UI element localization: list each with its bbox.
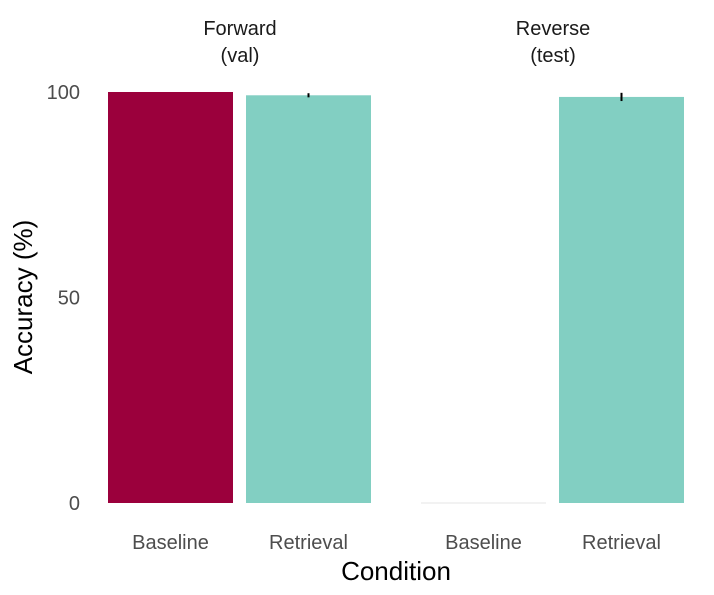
bar-forward-baseline [108,92,233,503]
y-tick-label-50: 50 [58,288,80,310]
x-tick-label-forward-retrieval: Retrieval [269,532,348,554]
panel-titles: Forward (val) Reverse (test) [203,18,590,67]
panel-title-forward-line1: Forward [203,18,276,40]
y-tick-label-100: 100 [47,82,80,104]
x-tick-label-reverse-retrieval: Retrieval [582,532,661,554]
bar-reverse-retrieval [559,96,684,503]
y-tick-label-0: 0 [69,493,80,515]
error-bars [307,92,623,102]
x-tick-label-reverse-baseline: Baseline [445,532,522,554]
bars [108,92,684,504]
x-tick-label-forward-baseline: Baseline [132,532,209,554]
y-axis-ticks: 0 50 100 [47,82,80,515]
panel-title-reverse-line2: (test) [530,45,576,67]
panel-title-forward-line2: (val) [221,45,260,67]
panel-title-reverse-line1: Reverse [516,18,590,40]
x-axis-title: Condition [341,556,451,586]
y-axis-title: Accuracy (%) [8,220,38,375]
bar-forward-retrieval [246,95,371,504]
x-axis-ticks: Baseline Retrieval Baseline Retrieval [132,532,661,554]
